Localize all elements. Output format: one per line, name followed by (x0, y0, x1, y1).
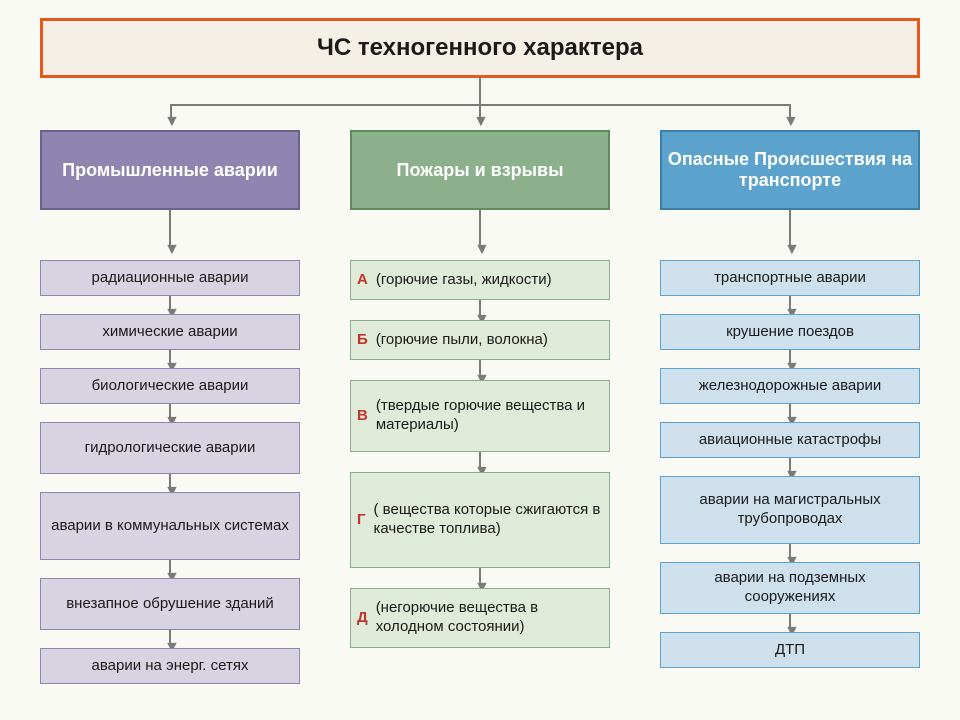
col2-item: А (горючие газы, жидкости) (350, 260, 610, 300)
item-prefix: А (357, 271, 368, 290)
item-label: аварии на подземных сооружениях (667, 569, 913, 607)
item-label: внезапное обрушение зданий (66, 595, 274, 614)
col1-item: радиационные аварии (40, 260, 300, 296)
item-label: железнодорожные аварии (699, 377, 882, 396)
item-label: аварии на магистральных трубопроводах (667, 491, 913, 529)
item-label: химические аварии (102, 323, 237, 342)
item-label: ( вещества которые сжигаются в качестве … (374, 501, 603, 539)
category-transport: Опасные Происшествия на транспорте (660, 130, 920, 210)
arrow-head-1: ▼ (164, 114, 180, 130)
connector-down-main (479, 78, 481, 104)
arrow-down-icon: ▼ (474, 242, 490, 258)
col3-item: крушение поездов (660, 314, 920, 350)
item-label: крушение поездов (726, 323, 854, 342)
col3-item: аварии на магистральных трубопроводах (660, 476, 920, 544)
col2-item: Д (негорючие вещества в холодном состояни… (350, 588, 610, 648)
diagram-title: ЧС техногенного характера (40, 18, 920, 78)
item-label: биологические аварии (92, 377, 249, 396)
category-industrial: Промышленные аварии (40, 130, 300, 210)
item-label: радиационные аварии (92, 269, 249, 288)
arrow-down-icon: ▼ (164, 242, 180, 258)
col3-item: железнодорожные аварии (660, 368, 920, 404)
item-label: гидрологические аварии (85, 439, 256, 458)
col1-item: внезапное обрушение зданий (40, 578, 300, 630)
col1-item: гидрологические аварии (40, 422, 300, 474)
item-prefix: Б (357, 331, 368, 350)
item-prefix: В (357, 407, 368, 426)
col2-item: Б (горючие пыли, волокна) (350, 320, 610, 360)
col1-item: аварии в коммунальных системах (40, 492, 300, 560)
item-label: (горючие пыли, волокна) (376, 331, 548, 350)
col3-item: аварии на подземных сооружениях (660, 562, 920, 614)
item-prefix: Г (357, 511, 366, 530)
col3-item: транспортные аварии (660, 260, 920, 296)
col3-item: авиационные катастрофы (660, 422, 920, 458)
item-label: авиационные катастрофы (699, 431, 881, 450)
category-fires: Пожары и взрывы (350, 130, 610, 210)
item-label: аварии на энерг. сетях (92, 657, 249, 676)
item-label: (негорючие вещества в холодном состоянии… (376, 599, 603, 637)
item-label: транспортные аварии (714, 269, 866, 288)
col3-item: ДТП (660, 632, 920, 668)
item-label: (горючие газы, жидкости) (376, 271, 552, 290)
col1-item: аварии на энерг. сетях (40, 648, 300, 684)
item-prefix: Д (357, 609, 368, 628)
col2-item: В (твердые горючие вещества и материалы) (350, 380, 610, 452)
arrow-head-3: ▼ (783, 114, 799, 130)
arrow-down-icon: ▼ (784, 242, 800, 258)
arrow-head-2: ▼ (473, 114, 489, 130)
col2-item: Г ( вещества которые сжигаются в качестве… (350, 472, 610, 568)
item-label: ДТП (775, 641, 805, 660)
col1-item: химические аварии (40, 314, 300, 350)
col1-item: биологические аварии (40, 368, 300, 404)
item-label: (твердые горючие вещества и материалы) (376, 397, 603, 435)
item-label: аварии в коммунальных системах (51, 517, 289, 536)
